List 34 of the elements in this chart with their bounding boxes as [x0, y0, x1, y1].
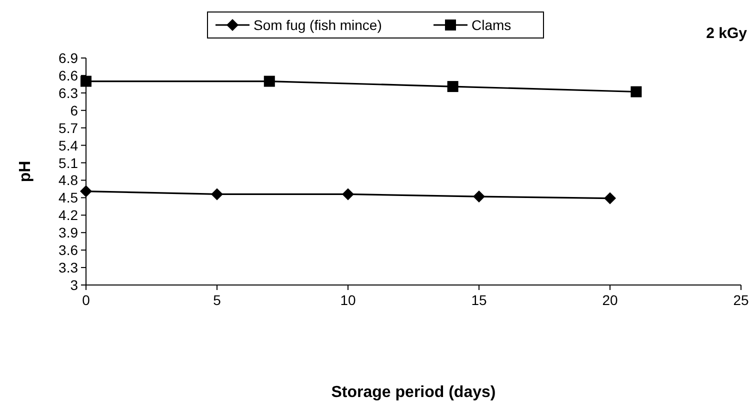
- point: [80, 76, 92, 87]
- text: 2 kGy: [706, 25, 748, 42]
- point: [264, 76, 275, 87]
- point: [447, 81, 458, 92]
- point: [211, 188, 223, 200]
- y-tick-label: 4.2: [58, 207, 78, 224]
- y-tick-label: 5.1: [58, 154, 78, 171]
- y-tick-label: 4.8: [58, 172, 78, 188]
- x-axis-title: Storage period (days): [331, 384, 496, 401]
- y-tick-label: 6.9: [58, 50, 78, 66]
- legend-label: Som fug (fish mince): [254, 17, 382, 33]
- point: [630, 86, 642, 98]
- y-tick-label: 4.5: [58, 190, 78, 206]
- y-tick-label: 6: [70, 102, 78, 118]
- x-tick-label: 0: [82, 292, 90, 308]
- point: [473, 190, 485, 203]
- y-tick-label: 6.6: [58, 67, 78, 84]
- y-tick-label: 5.7: [58, 120, 78, 136]
- point: [80, 185, 92, 198]
- y-tick-label: 6.3: [58, 84, 78, 101]
- x-tick-label: 10: [340, 292, 356, 308]
- y-tick-label: 3: [70, 277, 78, 293]
- x-tick-label: 15: [471, 292, 487, 308]
- x-tick-label: 5: [213, 292, 222, 308]
- x-tick-label: 25: [733, 292, 749, 308]
- y-tick-label: 3.6: [58, 242, 78, 258]
- point: [342, 188, 354, 200]
- legend-label: Clams: [472, 17, 512, 33]
- y-tick-label: 3.9: [58, 224, 78, 241]
- y-tick-label: 5.4: [58, 137, 78, 154]
- point: [604, 192, 616, 204]
- x-tick-label: 20: [602, 292, 618, 308]
- y-axis-title: pH: [17, 160, 34, 182]
- y-tick-label: 3.3: [58, 260, 78, 276]
